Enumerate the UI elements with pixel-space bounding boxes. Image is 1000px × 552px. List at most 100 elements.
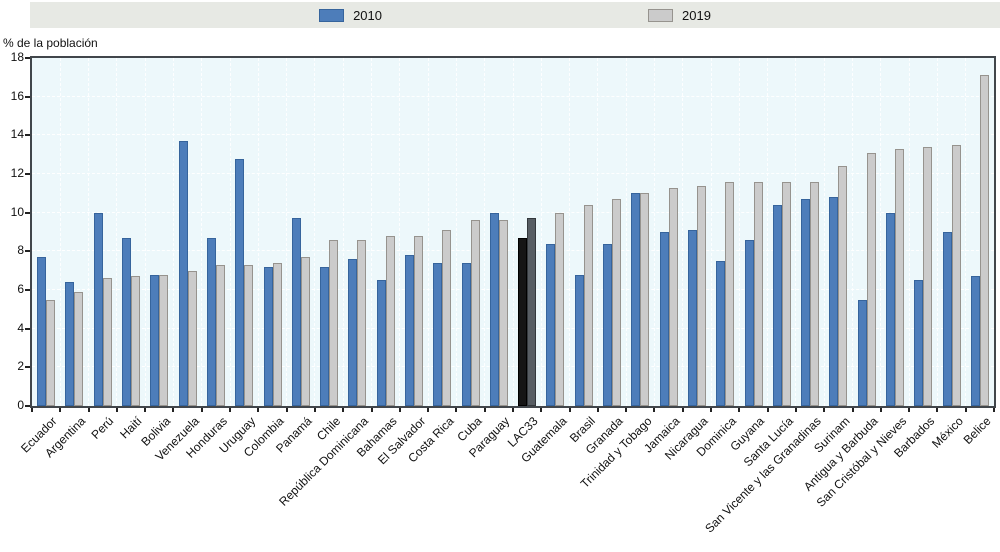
gridline-vertical: [399, 58, 401, 406]
gridline-vertical: [908, 58, 910, 406]
bar-2019: [923, 146, 933, 406]
gridline-vertical: [682, 58, 684, 406]
x-tick-mark: [229, 408, 232, 412]
gridline-vertical: [229, 58, 231, 406]
bar-2010: [489, 212, 499, 406]
y-tick-label: 0: [17, 398, 24, 412]
bar-2019: [951, 145, 961, 406]
bar-2010: [942, 232, 952, 406]
y-tick-mark: [25, 289, 30, 291]
gridline-vertical: [653, 58, 655, 406]
y-tick-label: 2: [17, 359, 24, 374]
gridline-vertical: [144, 58, 146, 406]
x-tick-mark: [653, 408, 656, 412]
x-tick-mark: [87, 408, 90, 412]
x-tick-mark: [144, 408, 147, 412]
y-tick-label: 12: [10, 166, 24, 180]
x-tick-mark: [427, 408, 430, 412]
bar-2019: [244, 264, 254, 406]
bar-2010: [716, 261, 726, 406]
y-tick-label: 8: [17, 243, 24, 258]
bar-2019: [357, 239, 367, 406]
gridline-vertical: [484, 58, 486, 406]
y-tick-mark: [25, 366, 30, 369]
plot-area: [30, 56, 996, 408]
y-axis-title: % de la población: [3, 36, 98, 50]
x-tick-mark: [738, 408, 741, 412]
legend-label-2019: 2019: [682, 7, 711, 23]
x-tick-mark: [172, 408, 175, 412]
x-tick-mark: [710, 408, 713, 412]
x-tick-mark: [370, 408, 373, 412]
x-tick-mark: [455, 408, 458, 412]
gridline-vertical: [286, 58, 288, 406]
x-tick-mark: [540, 408, 543, 412]
y-tick-mark: [25, 95, 30, 98]
legend-swatch-2019: [648, 8, 673, 22]
bar-2010: [291, 218, 301, 406]
y-tick-label: 14: [10, 127, 24, 142]
gridline-vertical: [936, 58, 938, 406]
bar-2019: [668, 187, 678, 406]
gridline-vertical: [738, 58, 740, 406]
y-tick-label: 18: [10, 50, 24, 64]
gridline-vertical: [823, 58, 825, 406]
x-tick-mark: [115, 408, 118, 412]
gridline-vertical: [172, 58, 174, 406]
legend-item-2019: 2019: [648, 8, 711, 23]
x-axis-label-text: Perú: [88, 414, 117, 442]
bar-2010: [404, 255, 414, 406]
y-tick-mark: [25, 250, 30, 253]
bar-2010: [801, 199, 811, 406]
bar-2010: [970, 276, 980, 406]
bar-2010: [65, 282, 75, 406]
x-axis-label-text: Belice: [960, 414, 994, 448]
x-tick-mark: [681, 408, 684, 412]
x-tick-mark: [342, 408, 345, 412]
gridline-vertical: [88, 58, 90, 406]
x-tick-mark: [568, 408, 571, 412]
gridline-vertical: [569, 58, 571, 406]
bar-2019: [187, 270, 197, 406]
x-tick-mark: [879, 408, 882, 412]
gridline-vertical: [852, 58, 854, 406]
bar-2019: [442, 230, 452, 406]
bar-2010: [93, 212, 103, 406]
x-tick-mark: [313, 408, 316, 412]
chart-legend: 2010 2019: [30, 2, 1000, 28]
y-tick-label: 4: [17, 320, 24, 335]
bar-2010: [631, 193, 641, 406]
legend-item-2010: 2010: [319, 8, 382, 23]
gridline-vertical: [767, 58, 769, 406]
y-tick-label: 16: [10, 88, 24, 103]
gridline-vertical: [342, 58, 344, 406]
bar-2019: [894, 148, 904, 406]
gridline-vertical: [512, 58, 514, 406]
legend-swatch-2010: [319, 8, 345, 22]
bar-2019: [498, 220, 508, 406]
x-tick-mark: [625, 408, 628, 412]
x-tick-mark: [936, 408, 939, 412]
gridline-vertical: [116, 58, 118, 406]
y-tick-mark: [25, 211, 30, 214]
bar-2019: [866, 152, 876, 406]
bar-2019: [781, 181, 791, 406]
gridline-vertical: [427, 58, 429, 406]
bar-2019: [74, 291, 84, 406]
bar-2019: [612, 199, 622, 406]
gridline-vertical: [965, 58, 967, 406]
gridline-vertical: [540, 58, 542, 406]
x-tick-mark: [993, 408, 995, 412]
bar-2010: [518, 237, 528, 406]
bar-2010: [829, 197, 839, 406]
gridline-vertical: [597, 58, 599, 406]
x-tick-mark: [596, 408, 599, 412]
bar-2019: [753, 181, 763, 406]
bar-2010: [772, 204, 782, 406]
x-tick-mark: [483, 408, 486, 412]
bar-2010: [744, 239, 754, 406]
bar-2010: [263, 266, 273, 406]
bar-2019: [300, 257, 310, 406]
x-tick-mark: [823, 408, 826, 412]
